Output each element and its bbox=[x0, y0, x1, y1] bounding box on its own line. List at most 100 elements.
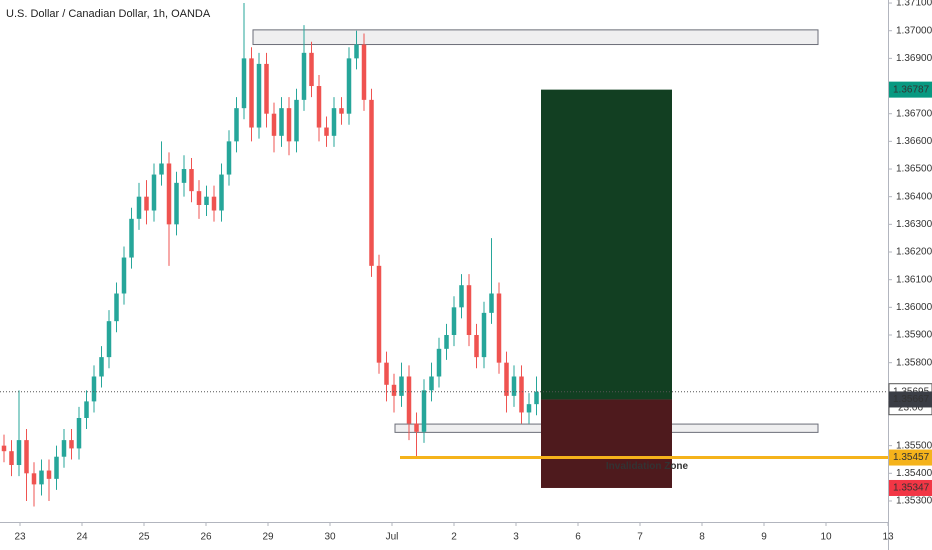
x-tick-label: 9 bbox=[761, 532, 767, 543]
x-tick-label: 3 bbox=[513, 532, 519, 543]
candle-body bbox=[331, 108, 337, 136]
candle-body bbox=[1, 445, 7, 452]
y-tick-label: 1.36200 bbox=[896, 247, 932, 258]
x-tick-label: 30 bbox=[324, 532, 336, 543]
price-tag bbox=[889, 81, 932, 98]
y-tick-label: 1.37000 bbox=[896, 25, 932, 36]
profit-zone bbox=[541, 89, 672, 400]
loss-zone bbox=[541, 399, 672, 488]
candle-body bbox=[376, 265, 382, 363]
y-tick-label: 1.36600 bbox=[896, 136, 932, 147]
candle-body bbox=[466, 285, 472, 335]
candle-body bbox=[526, 404, 532, 413]
price-tag-label: 1.35667 bbox=[893, 394, 930, 405]
candle-body bbox=[406, 376, 412, 424]
y-tick-label: 1.36300 bbox=[896, 219, 932, 230]
y-tick-label: 1.35400 bbox=[896, 468, 932, 479]
candle-body bbox=[219, 174, 224, 211]
candle-body bbox=[129, 218, 134, 258]
candle-body bbox=[346, 58, 352, 114]
candle-body bbox=[279, 108, 284, 136]
candle-body bbox=[61, 440, 67, 457]
candle-body bbox=[76, 417, 82, 449]
candle-body bbox=[474, 334, 479, 358]
candle-body bbox=[436, 348, 442, 377]
candle-body bbox=[429, 376, 434, 391]
price-tag-label: 1.35347 bbox=[893, 483, 930, 494]
x-tick-label: 6 bbox=[575, 532, 581, 543]
candle-body bbox=[361, 44, 367, 100]
x-tick-label: 24 bbox=[76, 532, 88, 543]
zone bbox=[252, 29, 819, 46]
candle-body bbox=[151, 174, 157, 211]
candle-body bbox=[534, 391, 539, 405]
candle-body bbox=[496, 293, 502, 363]
candle-body bbox=[9, 451, 14, 466]
candle-body bbox=[211, 196, 217, 211]
countdown: 23:06 bbox=[898, 402, 923, 413]
candle-body bbox=[369, 99, 374, 266]
candle-body bbox=[99, 357, 104, 377]
candle-body bbox=[421, 390, 427, 432]
candle-body bbox=[316, 86, 322, 128]
candle-body bbox=[414, 423, 419, 432]
x-tick-label: 10 bbox=[820, 532, 832, 543]
candle-body bbox=[256, 63, 262, 128]
price-tag bbox=[889, 449, 932, 466]
x-tick-label: 26 bbox=[200, 532, 212, 543]
x-tick-label: 23 bbox=[14, 532, 26, 543]
candle-body bbox=[399, 376, 404, 396]
candle-body bbox=[121, 257, 127, 294]
candle-body bbox=[166, 163, 172, 225]
x-tick-label: 25 bbox=[138, 532, 150, 543]
candle-body bbox=[136, 196, 142, 219]
candle-body bbox=[174, 182, 179, 225]
candle-body bbox=[24, 440, 29, 474]
candle-body bbox=[444, 334, 449, 349]
candle-body bbox=[324, 127, 329, 136]
level-label: Invalidation Zone bbox=[606, 461, 689, 472]
candle-body bbox=[309, 52, 314, 87]
price-tag bbox=[889, 479, 932, 496]
x-tick-label: 8 bbox=[699, 532, 705, 543]
candle-body bbox=[489, 293, 494, 313]
candle-body bbox=[196, 191, 202, 205]
candle-body bbox=[391, 384, 397, 396]
candle-body bbox=[189, 169, 194, 192]
candle-body bbox=[46, 470, 52, 479]
x-tick-label: 7 bbox=[637, 532, 643, 543]
candle-body bbox=[106, 321, 112, 358]
price-tag-label: 1.36787 bbox=[893, 84, 930, 95]
x-tick-label: 13 bbox=[882, 532, 894, 543]
y-tick-label: 1.35800 bbox=[896, 357, 932, 368]
candle-body bbox=[31, 473, 37, 485]
y-tick-label: 1.36700 bbox=[896, 108, 932, 119]
chart-title: U.S. Dollar / Canadian Dollar, 1h, OANDA bbox=[6, 8, 211, 20]
candle-body bbox=[91, 376, 97, 402]
candle-body bbox=[511, 376, 517, 396]
y-tick-label: 1.36100 bbox=[896, 274, 932, 285]
candle-body bbox=[144, 196, 149, 211]
candle-body bbox=[481, 312, 487, 358]
candle-body bbox=[249, 58, 254, 128]
x-tick-label: 29 bbox=[262, 532, 274, 543]
y-tick-label: 1.36500 bbox=[896, 164, 932, 175]
candle-body bbox=[519, 376, 524, 413]
y-tick-label: 1.36900 bbox=[896, 53, 932, 64]
x-tick-label: Jul bbox=[386, 532, 399, 543]
candle-body bbox=[16, 440, 22, 466]
candle-body bbox=[234, 108, 239, 142]
y-tick-label: 1.35900 bbox=[896, 330, 932, 341]
price-tag-label: 1.35457 bbox=[893, 452, 930, 463]
candle-body bbox=[504, 362, 509, 396]
candle-body bbox=[226, 141, 232, 175]
candle-body bbox=[301, 52, 307, 100]
y-tick-label: 1.37100 bbox=[896, 0, 932, 9]
candle-body bbox=[84, 401, 89, 418]
candle-body bbox=[39, 470, 44, 485]
candle-body bbox=[451, 307, 457, 335]
candle-body bbox=[159, 163, 164, 175]
candle-body bbox=[181, 169, 187, 183]
